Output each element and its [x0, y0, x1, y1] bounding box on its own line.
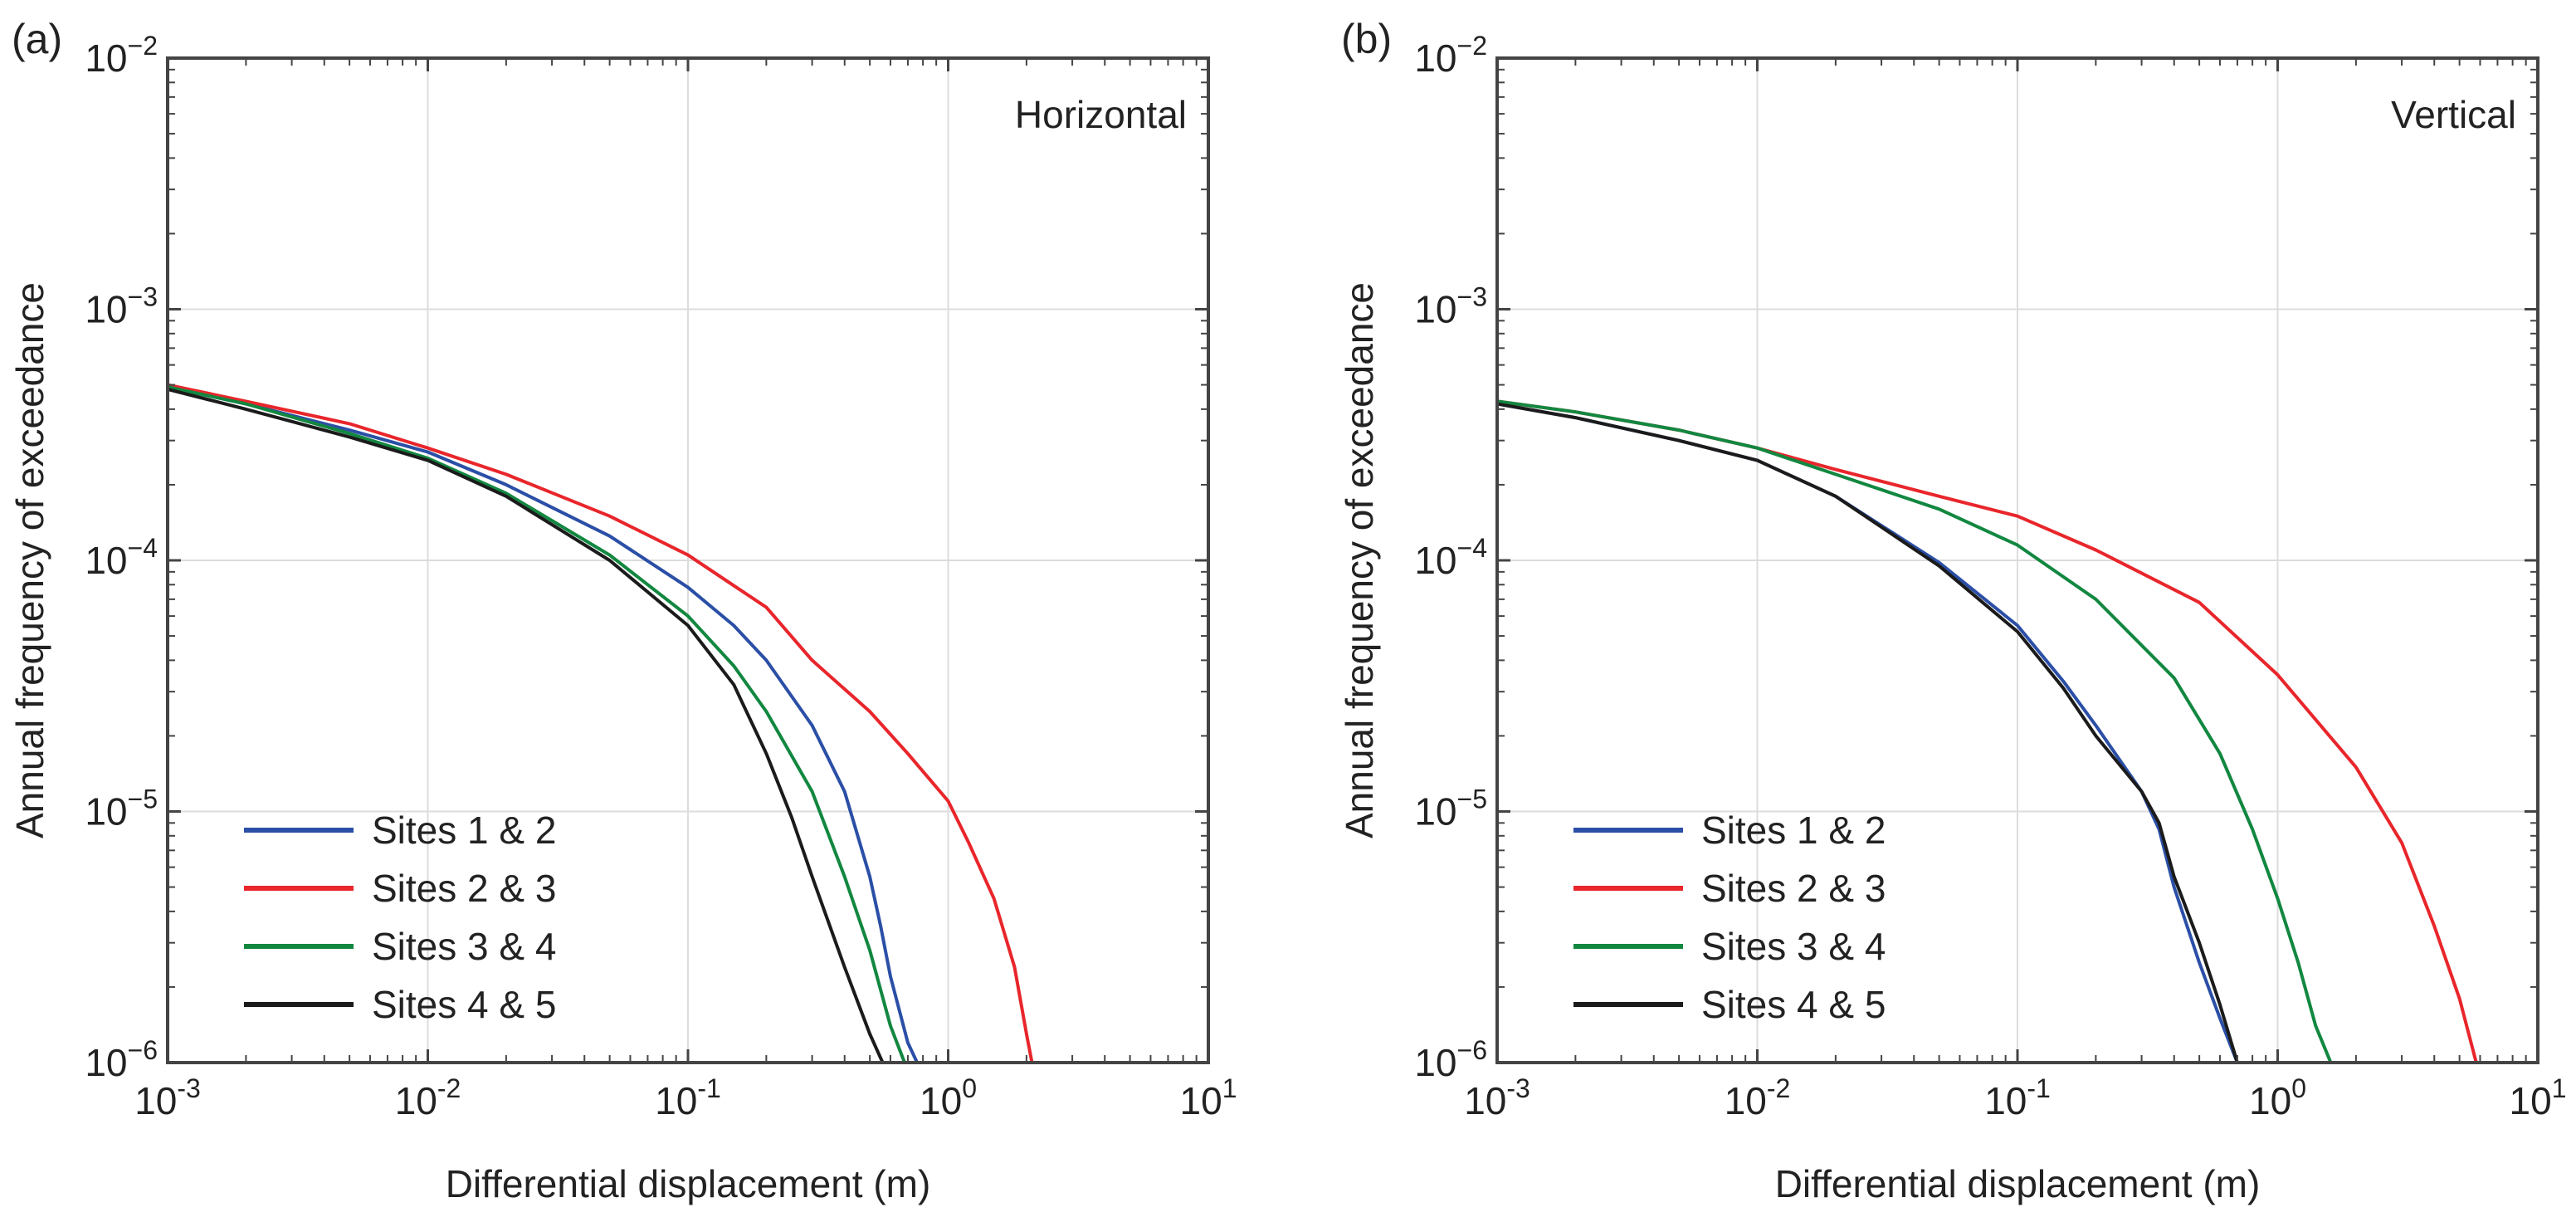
- y-tick-label: 10−2: [85, 31, 158, 80]
- x-tick-label-exponent: -3: [1506, 1073, 1530, 1103]
- x-tick-label: 10-1: [1984, 1073, 2051, 1122]
- y-tick-label-base: 10: [1414, 790, 1456, 833]
- legend-item: Sites 4 & 5: [244, 983, 556, 1026]
- x-tick-label-base: 10: [2249, 1079, 2291, 1122]
- y-tick-label-base: 10: [85, 539, 127, 582]
- legend-item: Sites 4 & 5: [1573, 983, 1886, 1026]
- y-tick-label-exponent: −4: [128, 533, 158, 563]
- y-tick-label-exponent: −3: [128, 282, 158, 312]
- legend-label: Sites 2 & 3: [372, 867, 556, 910]
- series-line-sites-3-4: [168, 385, 906, 1063]
- y-tick-label-base: 10: [85, 1041, 127, 1084]
- y-tick-label-base: 10: [1414, 1041, 1456, 1084]
- plot-title: Vertical: [2391, 93, 2516, 136]
- series-line-sites-4-5: [168, 387, 885, 1063]
- y-tick-label: 10−6: [1414, 1035, 1487, 1084]
- y-tick-label: 10−5: [1414, 784, 1487, 833]
- x-tick-label-base: 10: [395, 1079, 437, 1122]
- x-tick-label-base: 10: [134, 1079, 177, 1122]
- x-tick-label: 100: [920, 1073, 977, 1122]
- y-tick-label: 10−2: [1414, 31, 1487, 80]
- legend-label: Sites 3 & 4: [1701, 925, 1886, 968]
- y-tick-label-exponent: −5: [128, 784, 158, 814]
- series-line-sites-4-5: [1497, 402, 2239, 1063]
- y-tick-label-base: 10: [1414, 37, 1456, 80]
- x-tick-label: 10-2: [395, 1073, 461, 1122]
- x-tick-label-base: 10: [1464, 1079, 1506, 1122]
- x-tick-label-base: 10: [2510, 1079, 2552, 1122]
- x-tick-label: 101: [2510, 1073, 2567, 1122]
- y-tick-label-exponent: −4: [1457, 533, 1487, 563]
- legend-label: Sites 4 & 5: [372, 983, 556, 1026]
- x-tick-label-exponent: -1: [697, 1073, 720, 1103]
- legend-label: Sites 3 & 4: [372, 925, 556, 968]
- y-tick-label-exponent: −5: [1457, 784, 1487, 814]
- y-axis-label: Annual frequency of exceedance: [1338, 282, 1381, 838]
- x-tick-label-exponent: 0: [2291, 1073, 2306, 1103]
- x-tick-label-exponent: -2: [437, 1073, 461, 1103]
- series-line-sites-3-4: [1497, 399, 2333, 1063]
- y-tick-label: 10−4: [1414, 533, 1487, 582]
- series-line-sites-1-2: [168, 385, 919, 1063]
- x-tick-label-base: 10: [1984, 1079, 2027, 1122]
- legend-item: Sites 2 & 3: [244, 867, 556, 910]
- y-tick-label-exponent: −3: [1457, 282, 1487, 312]
- legend-item: Sites 2 & 3: [1573, 867, 1886, 910]
- panel-label: (a): [12, 16, 62, 62]
- y-tick-label-base: 10: [85, 790, 127, 833]
- panel-label: (b): [1341, 16, 1392, 62]
- x-tick-label: 10-3: [1464, 1073, 1530, 1122]
- x-tick-label-exponent: 1: [1222, 1073, 1237, 1103]
- y-axis-label: Annual frequency of exceedance: [8, 282, 51, 838]
- series-line-sites-2-3: [1497, 399, 2478, 1063]
- y-tick-label: 10−3: [1414, 282, 1487, 331]
- x-tick-label-base: 10: [1180, 1079, 1222, 1122]
- y-tick-label: 10−3: [85, 282, 158, 331]
- series-line-sites-2-3: [168, 383, 1034, 1063]
- legend-label: Sites 1 & 2: [372, 809, 556, 852]
- x-tick-label-exponent: 0: [962, 1073, 977, 1103]
- y-tick-label: 10−4: [85, 533, 158, 582]
- x-tick-label: 101: [1180, 1073, 1237, 1122]
- chart-panel-a: 10-3 10-2 10-1 100 10110−610−510−410−310−2(a…: [8, 16, 1237, 1205]
- plot-title: Horizontal: [1015, 93, 1187, 136]
- legend-label: Sites 2 & 3: [1701, 867, 1886, 910]
- x-tick-label-base: 10: [655, 1079, 697, 1122]
- legend-label: Sites 4 & 5: [1701, 983, 1886, 1026]
- legend: Sites 1 & 2 Sites 2 & 3 Sites 3 & 4 Sites 4…: [244, 809, 556, 1026]
- x-tick-label-base: 10: [1725, 1079, 1767, 1122]
- legend-item: Sites 3 & 4: [1573, 925, 1886, 968]
- y-tick-label-exponent: −2: [128, 31, 158, 61]
- y-tick-label-base: 10: [85, 288, 127, 331]
- x-tick-label: 10-2: [1725, 1073, 1791, 1122]
- x-tick-label: 100: [2249, 1073, 2306, 1122]
- x-axis-label: Differential displacement (m): [446, 1162, 931, 1205]
- y-tick-label: 10−5: [85, 784, 158, 833]
- series-group: [168, 383, 1034, 1063]
- y-tick-label-base: 10: [1414, 288, 1456, 331]
- legend-item: Sites 1 & 2: [244, 809, 556, 852]
- y-tick-label-exponent: −6: [1457, 1035, 1487, 1065]
- y-tick-label-exponent: −2: [1457, 31, 1487, 61]
- x-tick-label: 10-1: [655, 1073, 721, 1122]
- x-tick-label: 10-3: [134, 1073, 201, 1122]
- legend-item: Sites 1 & 2: [1573, 809, 1886, 852]
- x-tick-label-exponent: -3: [177, 1073, 200, 1103]
- y-tick-label-exponent: −6: [128, 1035, 158, 1065]
- chart-panel-b: 10-3 10-2 10-1 100 10110−610−510−410−310−2(b…: [1338, 16, 2566, 1205]
- y-tick-label-base: 10: [1414, 539, 1456, 582]
- legend: Sites 1 & 2 Sites 2 & 3 Sites 3 & 4 Sites 4…: [1573, 809, 1886, 1026]
- x-tick-label-exponent: 1: [2552, 1073, 2567, 1103]
- x-tick-label-base: 10: [920, 1079, 962, 1122]
- y-tick-label: 10−6: [85, 1035, 158, 1084]
- legend-item: Sites 3 & 4: [244, 925, 556, 968]
- legend-label: Sites 1 & 2: [1701, 809, 1886, 852]
- series-group: [1497, 399, 2478, 1063]
- x-tick-label-exponent: -2: [1767, 1073, 1790, 1103]
- y-tick-label-base: 10: [85, 37, 127, 80]
- x-tick-label-exponent: -1: [2027, 1073, 2050, 1103]
- x-axis-label: Differential displacement (m): [1775, 1162, 2261, 1205]
